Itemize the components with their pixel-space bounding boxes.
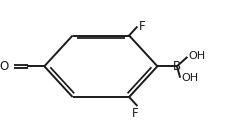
Text: O: O [0, 60, 9, 73]
Text: B: B [172, 60, 180, 73]
Text: OH: OH [188, 51, 205, 61]
Text: OH: OH [180, 73, 198, 83]
Text: F: F [132, 107, 138, 120]
Text: F: F [138, 20, 144, 33]
